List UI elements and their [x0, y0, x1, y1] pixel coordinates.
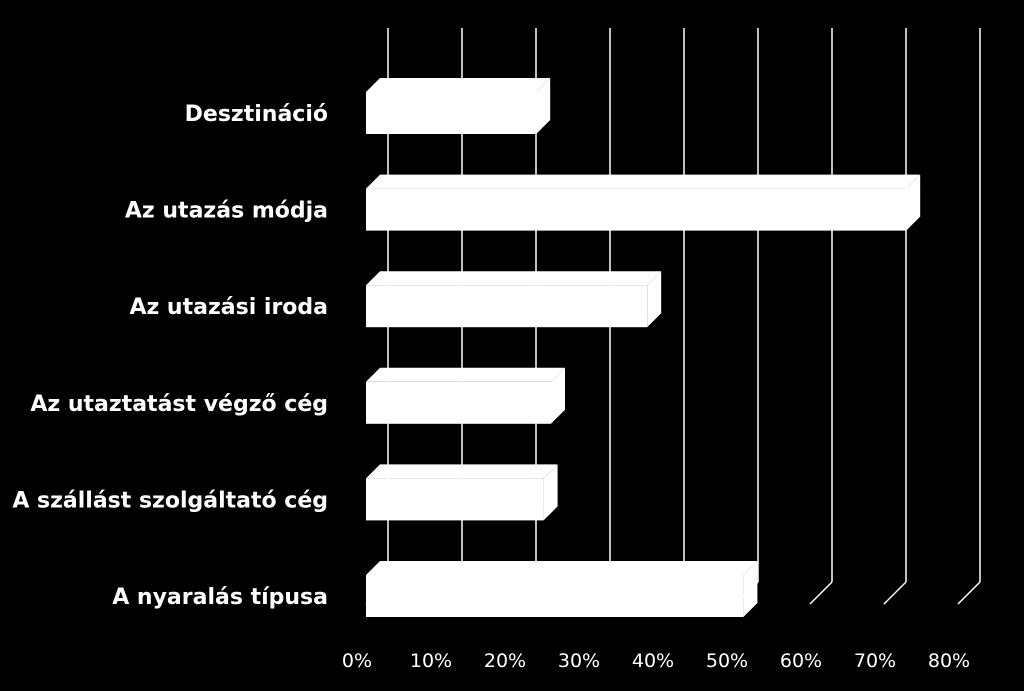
bar: [366, 174, 921, 231]
category-label: Az utaztatást végző cég: [30, 392, 328, 417]
x-tick-label: 80%: [928, 650, 970, 672]
bar: [366, 367, 565, 424]
bar-side-face: [647, 271, 662, 328]
bar-top-face: [366, 174, 921, 189]
bar-top-face: [366, 271, 662, 286]
x-tick-label: 30%: [558, 650, 600, 672]
bar-front-face: [366, 478, 544, 521]
bars: [366, 78, 921, 617]
bar-front-face: [366, 381, 551, 424]
floor-gridline: [883, 581, 907, 605]
x-tick-label: 60%: [780, 650, 822, 672]
bar-top-face: [366, 78, 551, 92]
bar-side-face: [906, 174, 921, 231]
category-labels: Desztináció Az utazás módja Az utazási iro…: [12, 102, 328, 610]
x-tick-label: 50%: [706, 650, 748, 672]
bar-front-face: [366, 92, 537, 134]
bar-side-face: [536, 78, 551, 134]
bar: [366, 78, 551, 134]
bar-front-face: [366, 575, 744, 617]
bar-side-face: [743, 561, 758, 617]
bar-top-face: [366, 367, 565, 382]
floor-gridline: [809, 581, 833, 605]
bar-top-face: [366, 561, 758, 575]
x-tick-label: 40%: [632, 650, 674, 672]
bar: [366, 561, 758, 617]
category-label: Desztináció: [185, 102, 328, 127]
category-label: A nyaralás típusa: [112, 585, 328, 610]
category-label: A szállást szolgáltató cég: [12, 488, 328, 513]
bar: [366, 464, 558, 521]
x-tick-label: 0%: [342, 650, 372, 672]
bar-front-face: [366, 285, 648, 328]
bar-side-face: [543, 464, 558, 521]
floor-gridline: [957, 581, 981, 605]
bar-front-face: [366, 188, 907, 231]
x-axis-ticks: 0% 10% 20% 30% 40% 50% 60% 70% 80%: [342, 650, 970, 672]
x-tick-label: 10%: [410, 650, 452, 672]
category-label: Az utazási iroda: [129, 295, 328, 320]
bar-side-face: [551, 367, 565, 424]
bar-top-face: [366, 464, 558, 479]
bar: [366, 271, 662, 328]
x-tick-label: 20%: [484, 650, 526, 672]
category-label: Az utazás módja: [125, 199, 328, 224]
x-tick-label: 70%: [854, 650, 896, 672]
